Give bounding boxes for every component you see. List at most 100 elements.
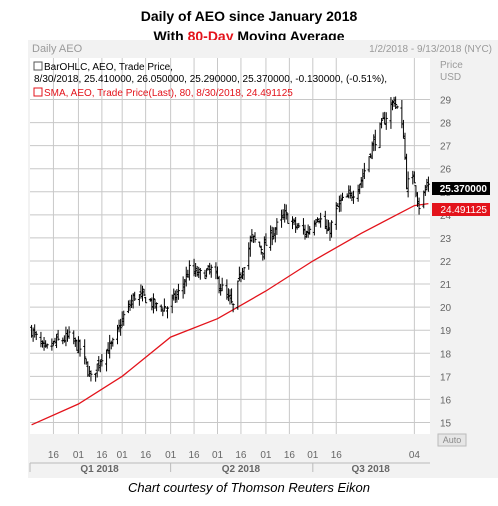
date-range-label: 1/2/2018 - 9/13/2018 (NYC) — [369, 44, 492, 55]
ohlc-bar — [308, 226, 312, 235]
ohlc-bar — [209, 264, 213, 278]
ohlc-bar — [259, 245, 263, 255]
y-tick-label: 17 — [440, 372, 452, 383]
x-tick-label: 16 — [96, 450, 108, 461]
x-tick-label: 16 — [235, 450, 247, 461]
ohlc-legend-line1: BarOHLC, AEO, Trade Price, — [44, 62, 173, 73]
ohlc-bar — [155, 302, 159, 312]
x-tick-label: 01 — [260, 450, 272, 461]
ohlc-bar — [198, 267, 202, 280]
y-tick-label: 15 — [440, 418, 452, 429]
ohlc-bar — [45, 343, 49, 349]
y-tick-label: 19 — [440, 326, 452, 337]
y-tick-label: 21 — [440, 280, 452, 291]
chart-header-label: Daily AEO — [32, 43, 83, 55]
ohlc-bar — [334, 202, 338, 230]
x-axis: 16 01 16 01 16 01 16 01 16 01 16 01 16 04 Q1 2018 Q2 20… — [29, 450, 430, 475]
ohlc-bar — [406, 171, 410, 198]
ohlc-bar — [122, 310, 126, 326]
ohlc-bar — [78, 339, 82, 357]
ohlc-bar — [144, 297, 148, 304]
x-tick-label: 01 — [117, 450, 129, 461]
ohlc-bar — [159, 304, 163, 312]
y-tick-label: 18 — [440, 349, 452, 360]
ohlc-bar — [176, 283, 180, 300]
sma-legend: SMA, AEO, Trade Price(Last), 80, 8/30/20… — [33, 87, 293, 99]
ohlc-bar — [151, 293, 155, 314]
ohlc-bar — [250, 229, 254, 243]
x-tick-label: 16 — [331, 450, 343, 461]
price-chart: 151617181920212223242526272829 160116011… — [28, 40, 498, 478]
ohlc-bar — [395, 105, 399, 109]
currency-axis-label: USD — [440, 72, 461, 83]
y-tick-label: 26 — [440, 165, 452, 176]
y-axis: 151617181920212223242526272829 — [440, 96, 452, 430]
ohlc-bar — [205, 268, 209, 278]
y-tick-label: 23 — [440, 234, 452, 245]
ohlc-bar — [275, 218, 279, 235]
ohlc-bar — [83, 339, 87, 365]
ohlc-bar — [133, 291, 137, 301]
sma-layer — [31, 202, 429, 426]
ohlc-bar — [100, 354, 104, 367]
ohlc-bar — [203, 269, 207, 280]
price-axis-label: Price — [440, 60, 463, 71]
auto-scale-button[interactable] — [437, 433, 467, 447]
y-tick-label: 20 — [440, 303, 452, 314]
plot-area — [30, 58, 430, 434]
auto-scale-label: Auto — [443, 435, 462, 445]
chart-title-line1: Daily of AEO since January 2018 — [140, 8, 358, 24]
x-tick-label: 01 — [212, 450, 224, 461]
ohlc-bar — [284, 204, 288, 220]
x-tick-label: 01 — [165, 450, 177, 461]
sma-legend-checkbox[interactable] — [33, 87, 43, 97]
ohlc-bar — [264, 233, 268, 246]
ohlc-bar — [111, 337, 115, 347]
ohlc-bar — [231, 303, 235, 313]
sma-legend-line: SMA, AEO, Trade Price(Last), 80, 8/30/20… — [44, 88, 293, 99]
ohlc-bar — [162, 298, 166, 312]
ohlc-bar — [426, 176, 430, 192]
ohlc-bar — [236, 280, 240, 310]
ohlc-bar — [351, 190, 355, 204]
ohlc-legend: BarOHLC, AEO, Trade Price, 8/30/2018, 25… — [33, 61, 387, 85]
ohlc-bar — [412, 171, 416, 184]
grid — [30, 58, 430, 434]
ohlc-legend-line2: 8/30/2018, 25.410000, 26.050000, 25.2900… — [34, 74, 387, 85]
ohlc-bar — [286, 213, 290, 224]
ohlc-bar — [34, 331, 38, 341]
ohlc-bars — [30, 96, 430, 382]
x-tick-label: 16 — [189, 450, 201, 461]
sma-last-value: 24.491125 — [440, 205, 487, 216]
ohlc-bar — [380, 118, 384, 129]
ohlc-bar — [330, 220, 334, 238]
ohlc-bar — [56, 329, 60, 341]
ohlc-bar — [394, 96, 398, 110]
quarter-label: Q2 2018 — [222, 464, 261, 475]
sma-value-marker — [432, 203, 490, 216]
ohlc-bar — [89, 370, 93, 382]
ohlc-bar — [417, 197, 421, 215]
last-price-marker — [432, 182, 490, 195]
ohlc-bar — [166, 306, 169, 319]
x-tick-label: 16 — [140, 450, 152, 461]
x-tick-label: 04 — [409, 450, 421, 461]
y-tick-label: 24 — [440, 211, 452, 222]
last-price-value: 25.370000 — [440, 184, 488, 195]
x-tick-label: 01 — [73, 450, 85, 461]
x-tick-label: 01 — [307, 450, 319, 461]
ohlc-bar — [319, 212, 323, 228]
quarter-label: Q3 2018 — [351, 464, 390, 475]
ohlc-bar — [384, 112, 388, 130]
x-tick-label: 16 — [48, 450, 60, 461]
x-tick-label: 16 — [284, 450, 296, 461]
ohlc-bar — [50, 338, 54, 351]
quarter-label: Q1 2018 — [80, 464, 119, 475]
ohlc-bar — [142, 288, 146, 297]
ohlc-bar — [362, 162, 366, 180]
ohlc-bar — [220, 277, 224, 292]
ohlc-legend-checkbox[interactable] — [33, 61, 43, 71]
ohlc-bar — [119, 318, 123, 336]
y-tick-label: 16 — [440, 395, 452, 406]
sma-line — [31, 202, 429, 426]
